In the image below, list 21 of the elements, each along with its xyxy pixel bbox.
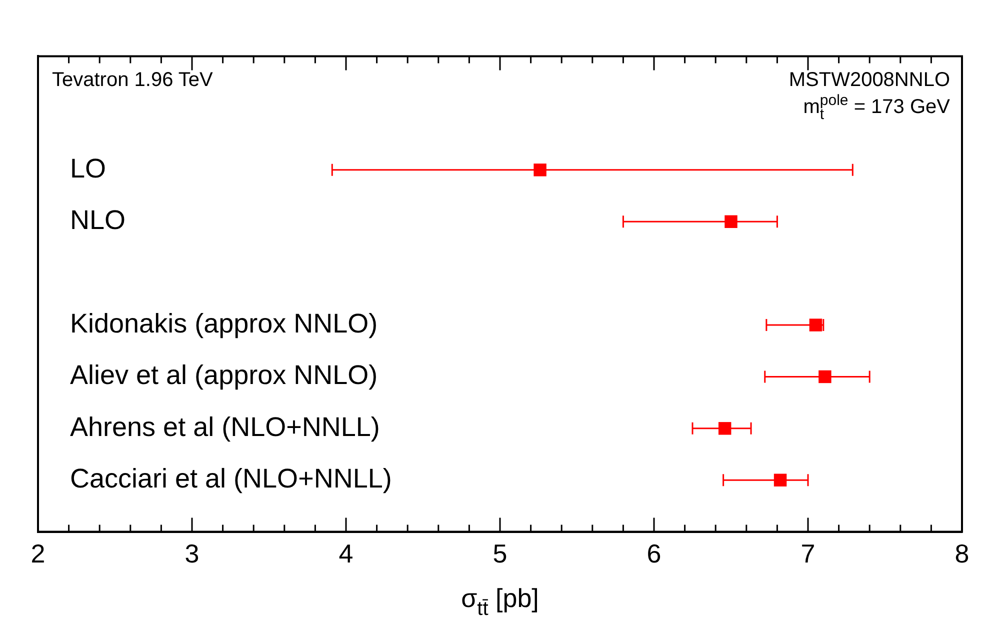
point <box>818 370 832 384</box>
x-tick-label: 3 <box>184 538 200 569</box>
x-tick-label: 2 <box>30 538 46 569</box>
x-tick-label: 5 <box>492 538 508 569</box>
y-tick-label: Aliev et al (approx NNLO) <box>70 360 378 390</box>
text: MSTW2008NNLO <box>788 69 950 92</box>
x-tick-label: 6 <box>646 538 662 569</box>
x-tick-label: 8 <box>954 538 970 569</box>
x-tick-label: 7 <box>800 538 816 569</box>
x-tick-label: 4 <box>338 538 354 569</box>
point <box>534 164 546 176</box>
text: Tevatron 1.96 TeV <box>52 69 214 92</box>
y-tick-label: Kidonakis (approx NNLO) <box>70 308 378 338</box>
y-tick-label: Cacciari et al (NLO+NNLL) <box>70 464 392 494</box>
point <box>774 474 787 486</box>
y-tick-label: LO <box>70 153 106 184</box>
point <box>809 318 822 332</box>
point <box>718 422 732 435</box>
y-tick-label: Ahrens et al (NLO+NNLL) <box>70 412 380 442</box>
point <box>724 215 738 228</box>
y-tick-label: NLO <box>70 205 126 236</box>
